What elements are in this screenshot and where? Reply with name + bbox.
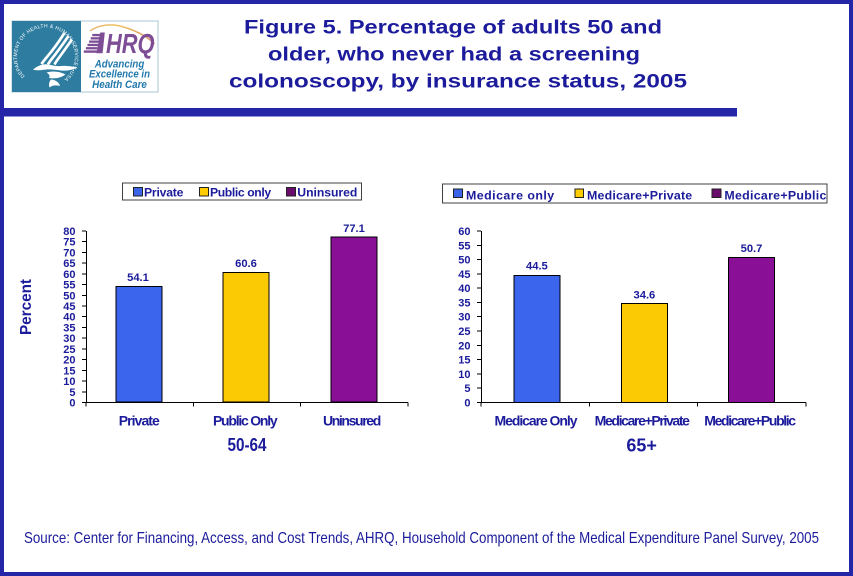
svg-text:15: 15 [458,355,470,367]
svg-text:Uninsured: Uninsured [297,186,357,200]
svg-text:Medicare+Private: Medicare+Private [587,188,692,202]
svg-text:60: 60 [63,269,75,281]
svg-text:55: 55 [63,280,75,292]
svg-text:10: 10 [458,369,470,381]
svg-text:40: 40 [63,312,75,324]
svg-text:25: 25 [63,344,75,356]
svg-text:20: 20 [458,340,470,352]
svg-text:0: 0 [464,398,470,410]
svg-text:5: 5 [69,387,75,399]
svg-text:0: 0 [69,398,75,410]
svg-text:HRQ: HRQ [106,28,155,59]
svg-text:65: 65 [63,258,75,270]
svg-text:75: 75 [63,237,75,249]
svg-text:Source: Center for Financing,: Source: Center for Financing, Access, an… [24,530,819,547]
svg-text:35: 35 [63,323,75,335]
svg-text:Medicare only: Medicare only [466,188,554,202]
svg-text:50.7: 50.7 [741,243,763,255]
svg-text:Advancing: Advancing [94,59,144,71]
svg-text:45: 45 [458,269,470,281]
svg-text:34.6: 34.6 [634,290,656,302]
svg-text:30: 30 [458,312,470,324]
svg-text:colonoscopy, by insurance stat: colonoscopy, by insurance status, 2005 [229,71,688,92]
svg-text:older, who never had a screeni: older, who never had a screening [268,45,640,66]
svg-text:25: 25 [458,326,470,338]
svg-text:Excellence in: Excellence in [89,69,150,81]
svg-text:Health Care: Health Care [92,79,147,91]
svg-text:Public only: Public only [210,186,271,200]
svg-text:30: 30 [63,333,75,345]
svg-text:5: 5 [464,383,470,395]
svg-text:50: 50 [63,290,75,302]
svg-text:20: 20 [63,355,75,367]
svg-text:65+: 65+ [626,436,657,456]
svg-text:10: 10 [63,376,75,388]
svg-text:Medicare+Public: Medicare+Public [704,412,796,428]
svg-text:60.6: 60.6 [235,258,257,270]
svg-text:44.5: 44.5 [526,261,548,273]
svg-text:Public Only: Public Only [213,412,278,428]
svg-text:Medicare+Public: Medicare+Public [724,188,826,202]
svg-text:Medicare+Private: Medicare+Private [595,412,691,428]
svg-text:15: 15 [63,365,75,377]
svg-text:70: 70 [63,247,75,259]
svg-text:60: 60 [458,226,470,238]
svg-text:77.1: 77.1 [343,223,365,235]
svg-text:54.1: 54.1 [127,272,149,284]
svg-text:50: 50 [458,255,470,267]
svg-text:55: 55 [458,240,470,252]
svg-text:Private: Private [144,186,184,200]
svg-text:40: 40 [458,283,470,295]
svg-text:Uninsured: Uninsured [323,412,381,428]
svg-text:Medicare Only: Medicare Only [495,412,578,428]
svg-text:80: 80 [63,226,75,238]
svg-text:45: 45 [63,301,75,313]
svg-text:50-64: 50-64 [228,435,267,455]
svg-text:Private: Private [119,412,160,428]
svg-text:35: 35 [458,298,470,310]
svg-text:Percent: Percent [18,279,35,335]
svg-text:Figure 5. Percentage of adults: Figure 5. Percentage of adults 50 and [244,18,662,39]
